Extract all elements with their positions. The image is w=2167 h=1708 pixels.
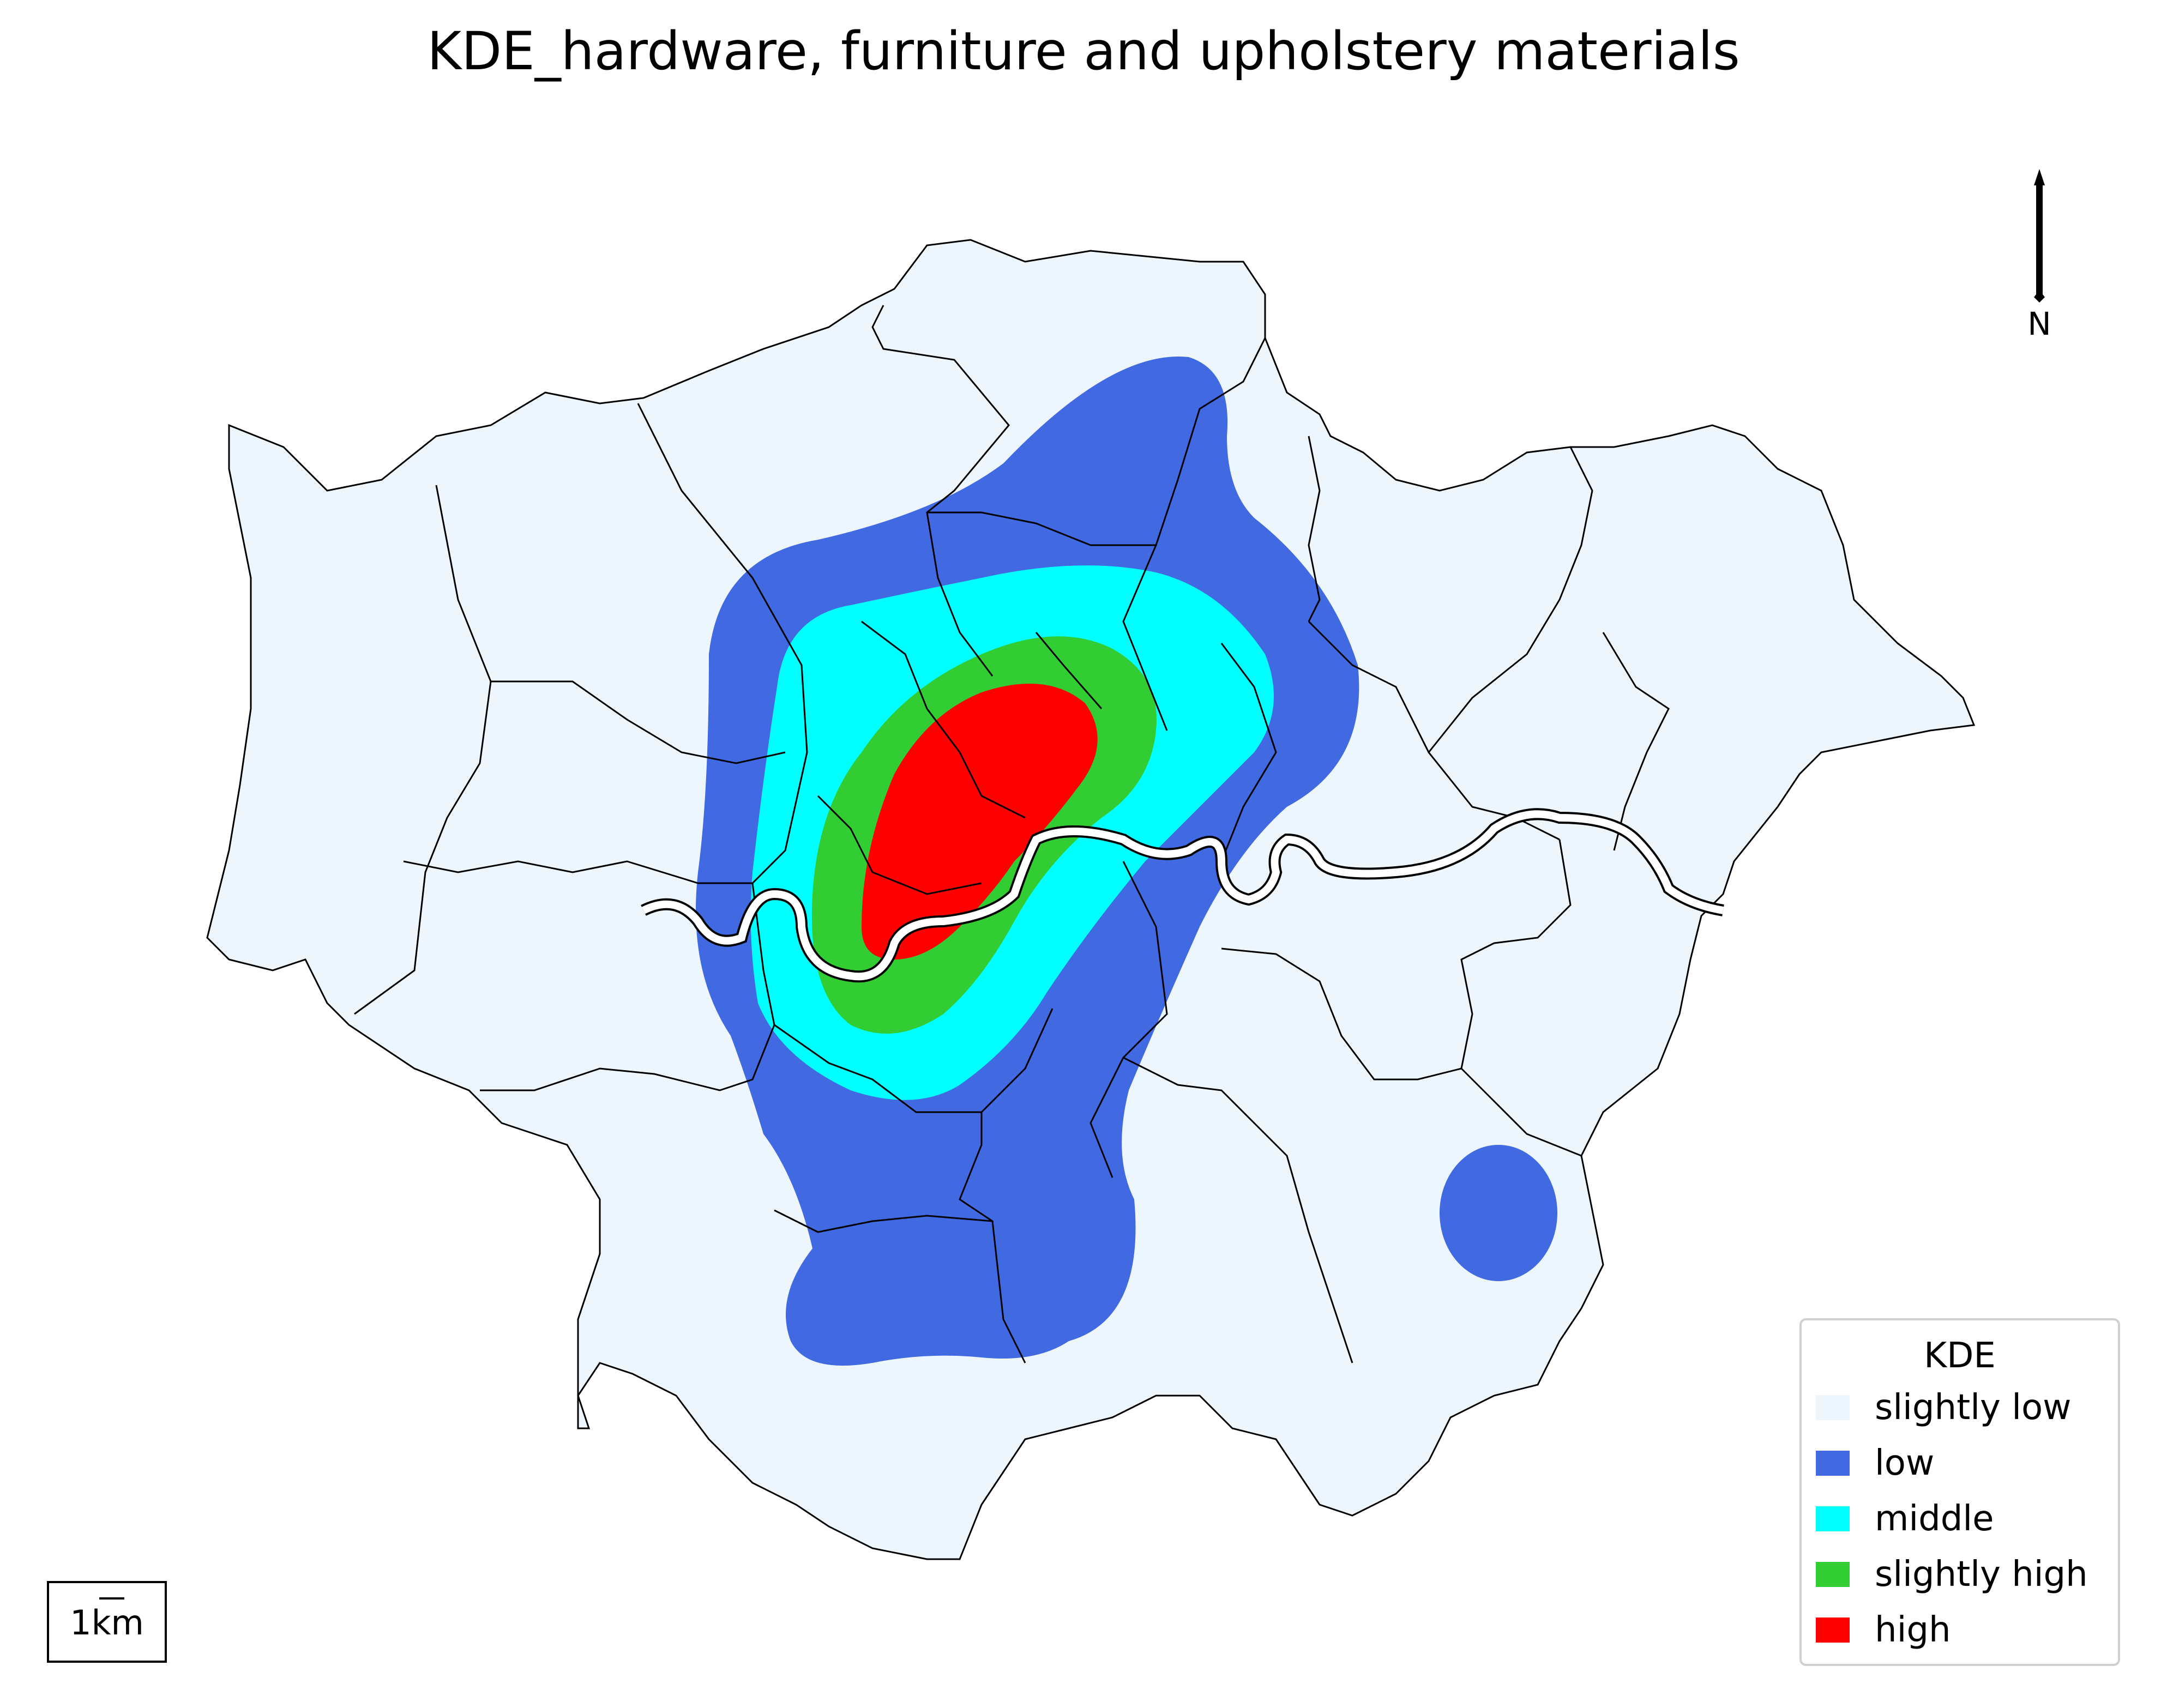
- legend: KDE slightly low low middle slightly hig…: [1799, 1318, 2120, 1666]
- scale-tick: [99, 1597, 124, 1600]
- legend-item: slightly low: [1816, 1386, 2071, 1429]
- legend-label: high: [1875, 1610, 1951, 1650]
- scale-label: 1km: [70, 1603, 144, 1643]
- north-arrow-icon: [2034, 169, 2045, 303]
- scale-bar: 1km: [47, 1581, 167, 1663]
- legend-label: slightly low: [1875, 1387, 2072, 1428]
- river-thames: [641, 810, 1724, 981]
- kde-low-southeast: [1440, 1145, 1557, 1281]
- north-label: N: [2027, 305, 2051, 342]
- legend-label: low: [1875, 1443, 1935, 1483]
- legend-item: low: [1816, 1441, 1934, 1485]
- kde-high: [862, 684, 1098, 959]
- legend-swatch: [1816, 1506, 1850, 1531]
- legend-item: high: [1816, 1608, 1951, 1652]
- legend-label: middle: [1875, 1499, 1994, 1539]
- map-title: KDE_hardware, furniture and upholstery m…: [427, 21, 1740, 82]
- legend-title: KDE: [1924, 1336, 1996, 1376]
- legend-swatch: [1816, 1618, 1850, 1643]
- legend-label: slightly high: [1875, 1554, 2088, 1595]
- legend-swatch: [1816, 1562, 1850, 1587]
- borough-boundaries: [354, 305, 1670, 1363]
- legend-item: middle: [1816, 1497, 1994, 1541]
- legend-swatch: [1816, 1395, 1850, 1420]
- legend-item: slightly high: [1816, 1553, 2088, 1596]
- legend-swatch: [1816, 1451, 1850, 1476]
